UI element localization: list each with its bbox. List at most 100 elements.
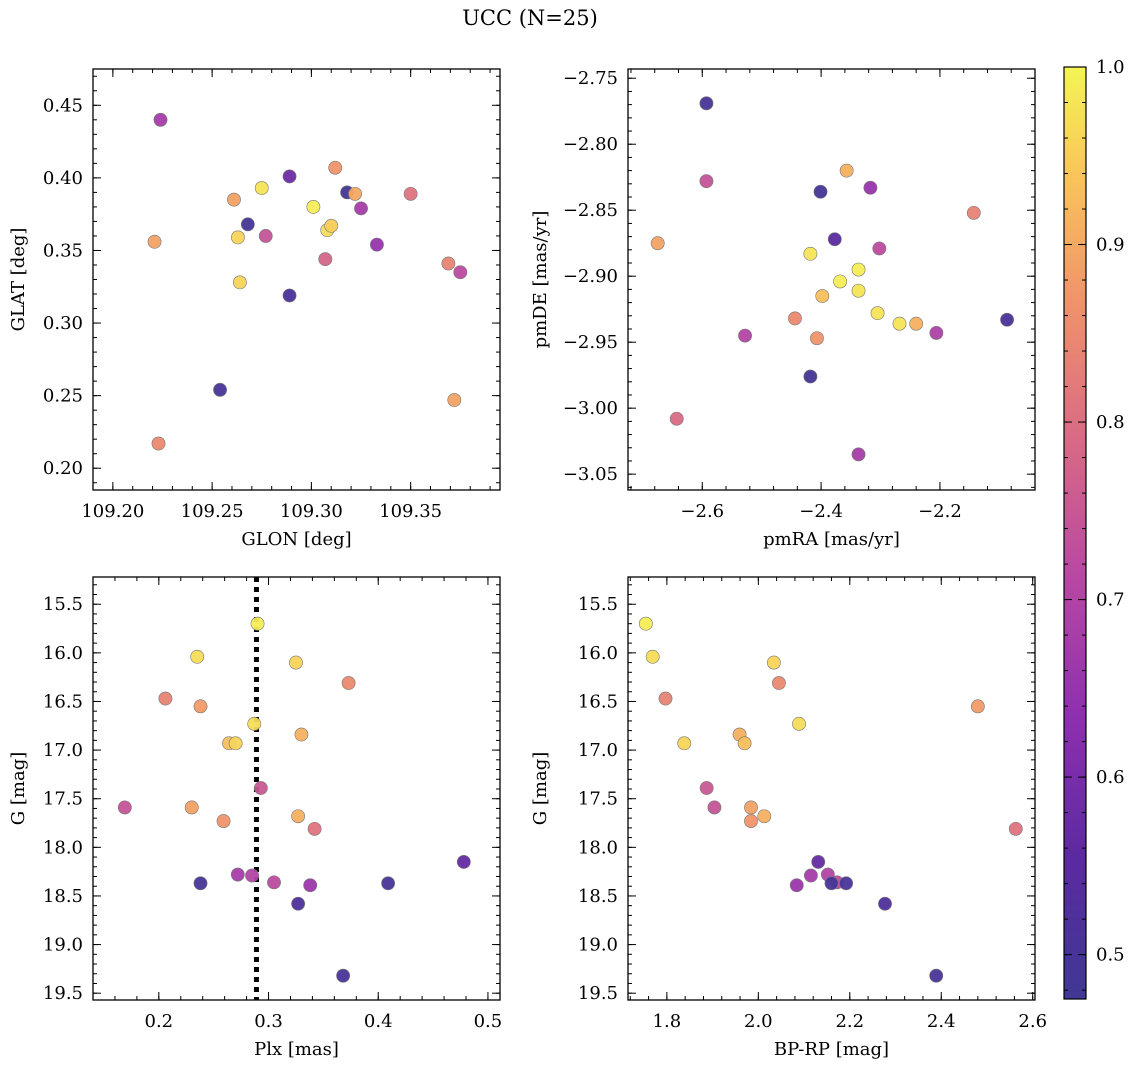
y-axis-label: GLAT [deg] bbox=[8, 228, 29, 332]
scatter-point bbox=[863, 180, 878, 195]
x-tick-label: −2.4 bbox=[799, 501, 843, 522]
scatter-point bbox=[699, 96, 714, 111]
scatter-point bbox=[341, 676, 356, 690]
axes-frame bbox=[92, 576, 501, 1001]
y-tick-label: 16.5 bbox=[43, 691, 83, 712]
figure-title: UCC (N=25) bbox=[462, 6, 598, 30]
scatter-point bbox=[737, 736, 752, 751]
x-axis-label: GLON [deg] bbox=[241, 529, 351, 550]
scatter-point bbox=[970, 699, 985, 714]
ticks bbox=[628, 69, 1036, 490]
scatter-point bbox=[253, 781, 268, 795]
y-tick-label: 18.5 bbox=[578, 886, 618, 907]
colorbar-tick-label: 0.7 bbox=[1096, 590, 1125, 611]
scatter-point bbox=[354, 201, 368, 216]
y-axis-label: G [mag] bbox=[8, 752, 29, 825]
scatter-point bbox=[851, 447, 866, 462]
y-tick-label: 19.5 bbox=[43, 983, 83, 1004]
x-tick-label: 2.2 bbox=[835, 1011, 864, 1032]
y-tick-label: −3.05 bbox=[563, 464, 618, 485]
y-tick-label: 0.30 bbox=[43, 313, 83, 334]
y-tick-label: 17.0 bbox=[578, 740, 618, 761]
scatter-point bbox=[872, 241, 887, 256]
ticks bbox=[92, 69, 500, 490]
scatter-point bbox=[638, 616, 653, 631]
scatter-point bbox=[258, 229, 273, 243]
scatter-points bbox=[117, 616, 471, 983]
scatter-point bbox=[147, 234, 162, 249]
panel-bprp-g: 1.8 2.0 2.2 2.4 2.6 15.5 16.0 16.5 17.0 17.5 18.0 1… bbox=[530, 576, 1047, 1060]
x-tick-label: 0.3 bbox=[254, 1011, 283, 1032]
colorbar-gradient bbox=[1063, 66, 1087, 1000]
scatter-point bbox=[839, 163, 854, 178]
x-tick-label: 0.2 bbox=[145, 1011, 174, 1032]
scatter-point bbox=[447, 393, 462, 407]
y-tick-label: −2.85 bbox=[563, 200, 618, 221]
scatter-point bbox=[291, 896, 306, 911]
scatter-point bbox=[757, 809, 772, 824]
scatter-point bbox=[803, 246, 818, 261]
scatter-point bbox=[658, 691, 673, 706]
scatter-point bbox=[291, 809, 306, 824]
x-tick-label: 109.35 bbox=[379, 501, 442, 522]
scatter-point bbox=[336, 968, 351, 983]
scatter-point bbox=[254, 181, 269, 195]
scatter-point bbox=[228, 736, 243, 751]
scatter-point bbox=[813, 184, 828, 199]
x-axis-label: Plx [mas] bbox=[254, 1039, 339, 1060]
scatter-point bbox=[227, 192, 241, 207]
scatter-point bbox=[909, 316, 924, 331]
axes-frame bbox=[627, 576, 1036, 1001]
y-tick-label: −2.75 bbox=[563, 68, 618, 89]
colorbar-tick-label: 0.5 bbox=[1096, 945, 1125, 966]
scatter-point bbox=[230, 867, 245, 882]
scatter-point bbox=[699, 174, 714, 189]
scatter-point bbox=[441, 256, 456, 271]
scatter-point bbox=[381, 876, 396, 891]
y-tick-label: 17.5 bbox=[578, 789, 618, 810]
scatter-point bbox=[184, 800, 199, 815]
scatter-point bbox=[827, 232, 842, 247]
scatter-point bbox=[766, 655, 781, 670]
scatter-point bbox=[1000, 312, 1014, 327]
x-tick-label: 0.4 bbox=[364, 1011, 393, 1032]
y-tick-label: −2.90 bbox=[563, 266, 618, 287]
scatter-point bbox=[851, 283, 866, 298]
x-axis-label: BP-RP [mag] bbox=[774, 1039, 889, 1060]
x-tick-label: 2.0 bbox=[744, 1011, 773, 1032]
scatter-point bbox=[245, 868, 259, 883]
scatter-point bbox=[707, 800, 722, 815]
scatter-point bbox=[267, 875, 281, 890]
scatter-point bbox=[303, 878, 318, 893]
scatter-point bbox=[811, 855, 826, 869]
scatter-point bbox=[792, 716, 806, 731]
colorbar-tick-label: 0.6 bbox=[1096, 767, 1125, 788]
scatter-point bbox=[803, 369, 818, 384]
scatter-point bbox=[348, 186, 362, 201]
scatter-point bbox=[282, 288, 297, 303]
y-tick-label: 19.0 bbox=[578, 935, 618, 956]
scatter-point bbox=[789, 878, 804, 893]
scatter-point bbox=[788, 311, 802, 326]
colorbar-tick-label: 1.0 bbox=[1096, 57, 1125, 78]
scatter-point bbox=[158, 691, 173, 706]
scatter-point bbox=[153, 112, 168, 127]
scatter-point bbox=[231, 230, 245, 245]
y-tick-label: 0.35 bbox=[43, 240, 83, 261]
x-tick-label: 1.8 bbox=[653, 1011, 682, 1032]
y-tick-label: 0.20 bbox=[43, 458, 83, 479]
y-tick-label: 16.0 bbox=[578, 643, 618, 664]
panel-glon-glat: 109.20 109.25 109.30 109.35 0.20 0.25 0.30 0.35… bbox=[8, 68, 501, 550]
y-tick-label: 18.0 bbox=[43, 837, 83, 858]
panel-pmra-pmde: −2.6 −2.4 −2.2 −3.05 −3.00 −2.95 −2.90 −2.85 −2.… bbox=[530, 68, 1036, 550]
x-tick-label: −2.2 bbox=[918, 501, 962, 522]
y-tick-label: 0.40 bbox=[43, 168, 83, 189]
scatter-point bbox=[824, 876, 839, 891]
scatter-point bbox=[456, 855, 471, 869]
scatter-point bbox=[699, 781, 714, 795]
scatter-point bbox=[324, 218, 339, 233]
scatter-point bbox=[878, 896, 892, 911]
y-tick-label: 15.5 bbox=[43, 594, 83, 615]
scatter-point bbox=[772, 676, 786, 690]
scatter-point bbox=[851, 262, 866, 277]
